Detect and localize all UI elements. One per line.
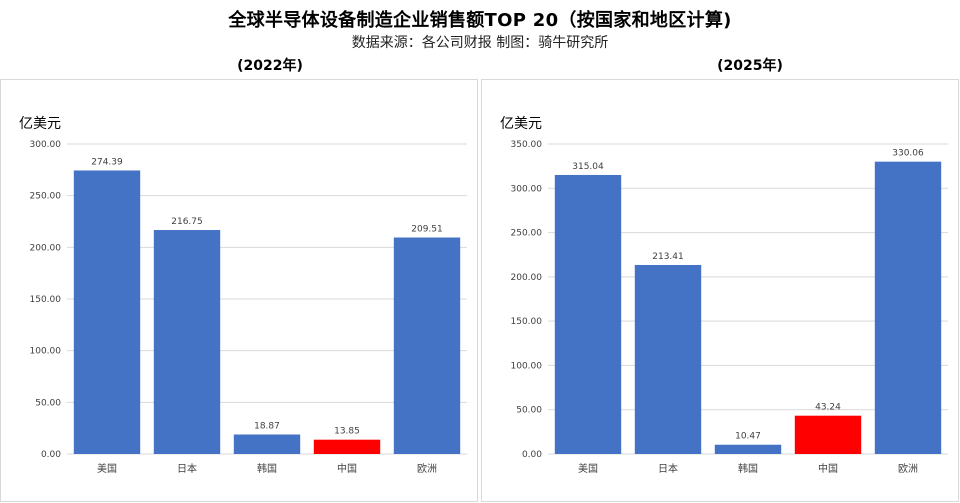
y-tick-label: 100.00	[511, 361, 543, 371]
y-tick-label: 250.00	[511, 229, 543, 239]
bar-chart-2025: 亿美元 0.00 50.00 100.00 150.00 200.00 250.00 300.…	[500, 116, 948, 475]
x-category-label: 美国	[97, 462, 117, 475]
y-tick-label: 0.00	[522, 450, 542, 460]
x-category-label: 美国	[578, 462, 598, 475]
y-tick-label: 300.00	[511, 184, 543, 194]
data-label: 330.06	[892, 149, 924, 159]
panel-title-2022: (2022年)	[237, 58, 303, 74]
data-label: 18.87	[254, 422, 280, 432]
x-category-label: 欧洲	[417, 463, 437, 475]
data-label: 13.85	[334, 427, 360, 437]
data-label: 10.47	[735, 432, 761, 442]
bar-2022-3	[313, 439, 381, 454]
chart-panel-2025: 亿美元 0.00 50.00 100.00 150.00 200.00 250.00 300.…	[481, 79, 959, 502]
data-label: 315.04	[572, 162, 604, 172]
panel-title-2025: (2025年)	[717, 58, 783, 74]
data-label: 43.24	[815, 403, 841, 413]
data-label: 274.39	[91, 157, 123, 167]
bar-2025-0	[554, 174, 622, 454]
bar-chart-2022: 亿美元 0.00 50.00 100.00 150.00 200.00 250.00 300.…	[19, 116, 467, 475]
subtitle: 数据来源：各公司财报 制图：骑牛研究所	[351, 35, 609, 51]
y-tick-label: 200.00	[30, 243, 62, 253]
y-tick-label: 100.00	[30, 347, 62, 357]
bar-2025-4	[874, 161, 942, 454]
bar-2022-0	[73, 170, 141, 454]
y-tick-label: 200.00	[511, 273, 543, 283]
bar-2022-4	[393, 237, 461, 454]
y-tick-label: 0.00	[41, 450, 61, 460]
y-unit-label: 亿美元	[19, 116, 61, 132]
y-tick-label: 50.00	[516, 406, 542, 416]
y-tick-label: 150.00	[30, 295, 62, 305]
bar-2025-3	[794, 415, 862, 454]
x-category-label: 中国	[818, 462, 838, 475]
x-category-label: 日本	[658, 462, 678, 475]
data-label: 209.51	[411, 225, 443, 235]
y-tick-label: 50.00	[35, 398, 61, 408]
y-unit-label: 亿美元	[500, 116, 542, 132]
bar-2025-2	[714, 444, 782, 454]
y-tick-label: 300.00	[30, 140, 62, 150]
x-category-label: 日本	[177, 462, 197, 475]
x-category-label: 欧洲	[898, 463, 918, 475]
bar-2022-2	[233, 434, 301, 454]
chart-panel-2022: 亿美元 0.00 50.00 100.00 150.00 200.00 250.00 300.…	[0, 79, 478, 502]
y-tick-label: 250.00	[30, 192, 62, 202]
x-category-label: 中国	[337, 462, 357, 475]
data-label: 213.41	[652, 252, 684, 262]
bar-2025-1	[634, 264, 702, 454]
y-tick-label: 150.00	[511, 317, 543, 327]
main-title: 全球半导体设备制造企业销售额TOP 20（按国家和地区计算)	[228, 10, 732, 31]
y-tick-label: 350.00	[511, 140, 543, 150]
bar-2022-1	[153, 230, 221, 454]
x-category-label: 韩国	[257, 462, 277, 475]
x-category-label: 韩国	[738, 462, 758, 475]
data-label: 216.75	[171, 217, 203, 227]
